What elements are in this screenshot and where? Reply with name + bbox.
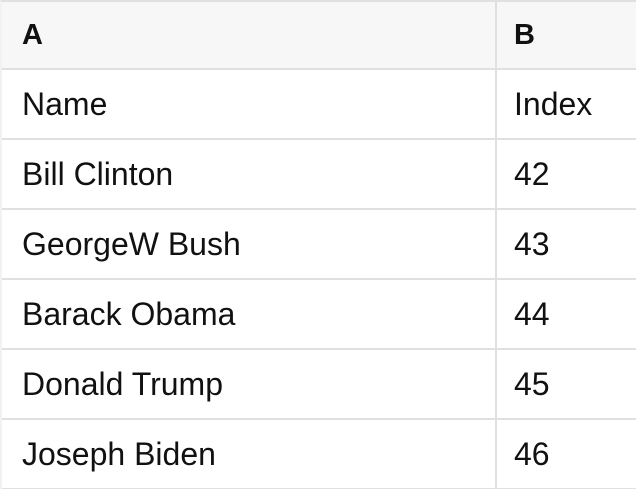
cell-B5[interactable]: 45 [497, 350, 636, 418]
cell-A2[interactable]: Bill Clinton [2, 140, 497, 208]
cell-value: Name [22, 85, 108, 122]
column-header-b[interactable]: B [497, 2, 636, 68]
cell-value: Donald Trump [22, 365, 223, 402]
table-row: Joseph Biden 46 [2, 420, 636, 489]
cell-A1[interactable]: Name [2, 70, 497, 138]
column-letter-b: B [514, 18, 536, 51]
table-row-field-names: Name Index [2, 70, 636, 140]
table-row: Bill Clinton 42 [2, 140, 636, 210]
table-row: Donald Trump 45 [2, 350, 636, 420]
cell-value: 46 [514, 435, 550, 472]
cell-value: Index [514, 85, 593, 122]
table-row: GeorgeW Bush 43 [2, 210, 636, 280]
cell-value: GeorgeW Bush [22, 225, 241, 262]
cell-A6[interactable]: Joseph Biden [2, 420, 497, 488]
column-header-row: A B [2, 2, 636, 70]
table-row: Barack Obama 44 [2, 280, 636, 350]
column-header-a[interactable]: A [2, 2, 497, 68]
cell-B3[interactable]: 43 [497, 210, 636, 278]
cell-B2[interactable]: 42 [497, 140, 636, 208]
cell-value: 45 [514, 365, 550, 402]
cell-B4[interactable]: 44 [497, 280, 636, 348]
column-letter-a: A [22, 18, 44, 51]
cell-value: 43 [514, 225, 550, 262]
cell-value: 42 [514, 155, 550, 192]
cell-A5[interactable]: Donald Trump [2, 350, 497, 418]
cell-B1[interactable]: Index [497, 70, 636, 138]
cell-value: 44 [514, 295, 550, 332]
cell-B6[interactable]: 46 [497, 420, 636, 488]
cell-value: Barack Obama [22, 295, 236, 332]
cell-value: Joseph Biden [22, 435, 216, 472]
cell-value: Bill Clinton [22, 155, 174, 192]
cell-A4[interactable]: Barack Obama [2, 280, 497, 348]
cell-A3[interactable]: GeorgeW Bush [2, 210, 497, 278]
